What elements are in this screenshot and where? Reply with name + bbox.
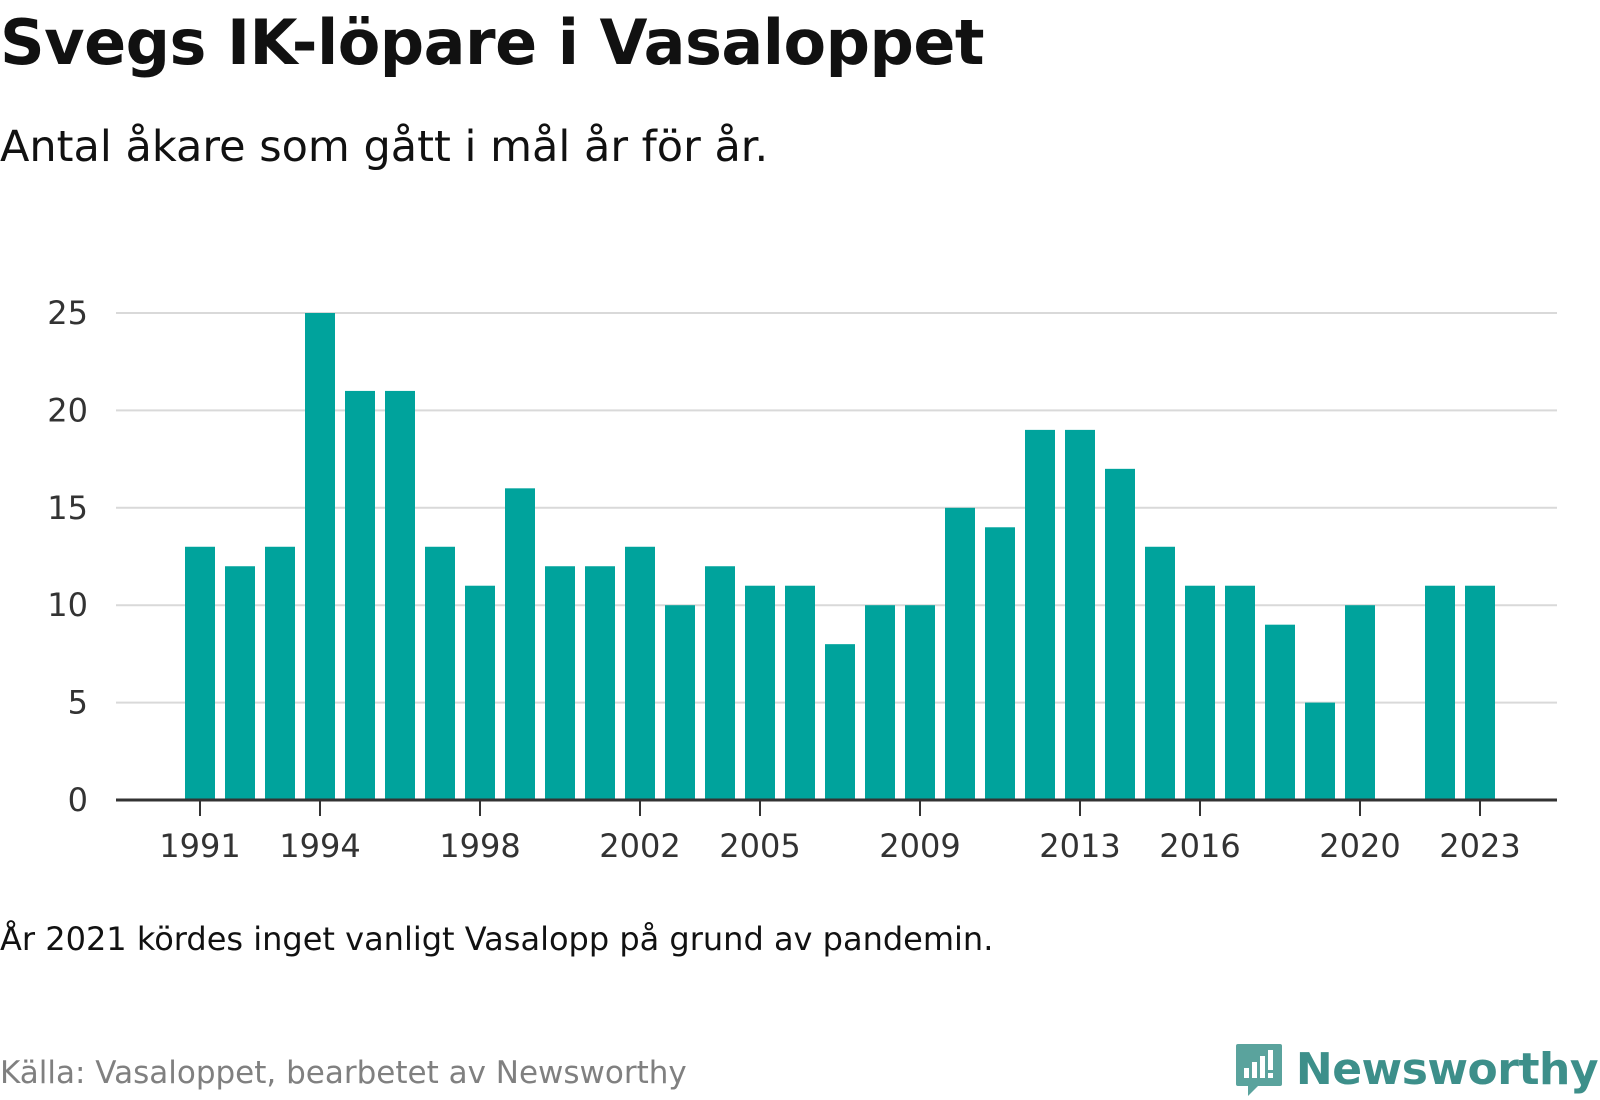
source-text: Källa: Vasaloppet, bearbetet av Newswort… <box>0 1055 687 1091</box>
bar <box>1305 702 1335 800</box>
y-tick-label: 20 <box>47 391 88 429</box>
x-tick-label: 2013 <box>1039 827 1120 865</box>
bar <box>1465 585 1495 800</box>
bar <box>1105 468 1135 800</box>
bar <box>705 566 735 800</box>
bar <box>545 566 575 800</box>
bar <box>905 605 935 800</box>
x-tick-label: 2016 <box>1159 827 1240 865</box>
x-tick-label: 2005 <box>719 827 800 865</box>
bar <box>745 585 775 800</box>
y-tick-label: 0 <box>68 781 88 819</box>
brand-logo: Newsworthy <box>1234 1040 1599 1098</box>
bar <box>1025 429 1055 800</box>
bar <box>785 585 815 800</box>
y-tick-label: 25 <box>47 294 88 332</box>
bar <box>865 605 895 800</box>
y-tick-label: 15 <box>47 489 88 527</box>
bar <box>505 488 535 800</box>
bar <box>1065 429 1095 800</box>
x-tick-label: 1994 <box>279 827 360 865</box>
bar <box>1225 585 1255 800</box>
bar <box>385 390 415 800</box>
bar <box>1145 546 1175 800</box>
bar <box>1345 605 1375 800</box>
bars <box>185 313 1495 800</box>
bar <box>1185 585 1215 800</box>
bar <box>345 390 375 800</box>
bar <box>465 585 495 800</box>
bar <box>425 546 455 800</box>
bar <box>1425 585 1455 800</box>
brand-name: Newsworthy <box>1295 1043 1599 1095</box>
bar <box>665 605 695 800</box>
x-tick-label: 2023 <box>1439 827 1520 865</box>
x-tick-label: 2009 <box>879 827 960 865</box>
y-tick-label: 10 <box>47 586 88 624</box>
bar <box>305 313 335 800</box>
x-tick-label: 2002 <box>599 827 680 865</box>
bar <box>585 566 615 800</box>
chart-title: Svegs IK-löpare i Vasaloppet <box>0 6 985 79</box>
bar <box>825 644 855 800</box>
bar <box>265 546 295 800</box>
axes: 0 5 10 15 20 25 1991 1994 1998 2002 2005 2009 2013 20… <box>47 294 1557 865</box>
bar <box>185 546 215 800</box>
bar <box>625 546 655 800</box>
newsworthy-logo-icon <box>1235 1044 1282 1096</box>
bar <box>1265 624 1295 800</box>
chart-subtitle: Antal åkare som gått i mål år för år. <box>0 122 769 172</box>
x-tick-label: 1991 <box>159 827 240 865</box>
x-tick-label: 1998 <box>439 827 520 865</box>
x-tick-label: 2020 <box>1319 827 1400 865</box>
bar <box>945 507 975 800</box>
chart-note: År 2021 kördes inget vanligt Vasalopp på… <box>0 920 994 958</box>
y-tick-label: 5 <box>68 684 88 722</box>
bar <box>985 527 1015 800</box>
bar <box>225 566 255 800</box>
